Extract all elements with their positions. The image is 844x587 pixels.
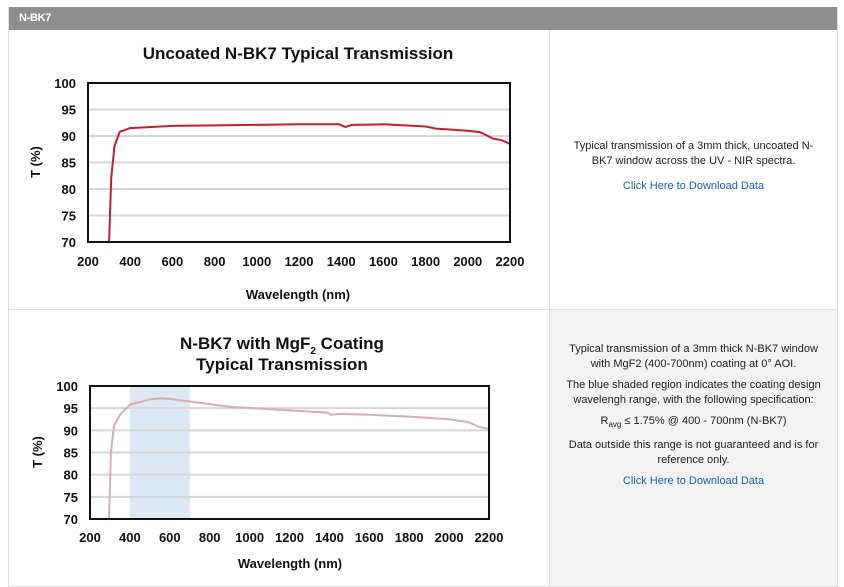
x-tick-label: 1400: [315, 530, 344, 545]
x-tick-label: 1200: [275, 530, 304, 545]
y-tick-label: 75: [64, 490, 78, 505]
x-tick-label: 1000: [242, 254, 271, 269]
x-tick-label: 2000: [453, 254, 482, 269]
plot-frame: [87, 82, 511, 243]
x-tick-label: 1600: [369, 254, 398, 269]
y-tick-label: 95: [62, 103, 76, 118]
x-tick-label: 600: [159, 530, 181, 545]
table-header: N-BK7: [9, 7, 837, 30]
description-text: Typical transmission of a 3mm thick, unc…: [573, 140, 814, 167]
y-tick-label: 100: [56, 379, 78, 394]
y-tick-label: 90: [62, 129, 76, 144]
chart-title: Uncoated N-BK7 Typical Transmission: [143, 44, 453, 63]
x-tick-label: 200: [79, 530, 101, 545]
y-tick-label: 85: [64, 446, 78, 461]
y-tick-label: 75: [62, 209, 76, 224]
x-tick-label: 1800: [411, 254, 440, 269]
x-tick-label: 1000: [235, 530, 264, 545]
x-tick-label: 600: [162, 254, 184, 269]
description-cell-uncoated: Typical transmission of a 3mm thick, unc…: [550, 30, 837, 310]
description-text: Typical transmission of a 3mm thick N-BK…: [569, 343, 818, 370]
y-tick-label: 95: [64, 401, 78, 416]
product-table: N-BK7 Typical transmission of a 3mm thic…: [8, 7, 838, 587]
x-tick-label: 1400: [327, 254, 356, 269]
x-tick-label: 400: [119, 254, 141, 269]
x-tick-label: 2000: [435, 530, 464, 545]
x-tick-label: 200: [77, 254, 99, 269]
x-tick-label: 2200: [475, 530, 504, 545]
x-tick-label: 2200: [496, 254, 525, 269]
description-text: The blue shaded region indicates the coa…: [566, 379, 821, 406]
plot-frame: [89, 385, 490, 520]
x-tick-label: 1200: [285, 254, 314, 269]
chart-uncoated: Uncoated N-BK7 Typical Transmission Wave…: [28, 44, 525, 302]
x-tick-label: 1600: [355, 530, 384, 545]
x-tick-label: 1800: [395, 530, 424, 545]
chart-title: N-BK7 with MgF2 Coating: [180, 334, 384, 357]
description-uncoated: Typical transmission of a 3mm thick, unc…: [550, 139, 837, 200]
spec-text: Ravg ≤ 1.75% @ 400 - 700nm (N-BK7): [600, 415, 787, 430]
y-tick-label: 70: [62, 235, 76, 250]
description-cell-mgf2: Typical transmission of a 3mm thick N-BK…: [550, 310, 837, 587]
x-tick-label: 400: [119, 530, 141, 545]
series-line: [108, 123, 511, 243]
x-tick-label: 800: [204, 254, 226, 269]
y-axis-label: T (%): [30, 436, 45, 468]
y-tick-label: 85: [62, 156, 76, 171]
download-data-link[interactable]: Click Here to Download Data: [622, 475, 765, 488]
y-tick-label: 80: [62, 182, 76, 197]
y-axis-label: T (%): [28, 146, 43, 178]
description-mgf2: Typical transmission of a 3mm thick N-BK…: [550, 342, 837, 495]
y-tick-label: 80: [64, 468, 78, 483]
note-text: Data outside this range is not guarantee…: [568, 439, 819, 467]
download-data-link[interactable]: Click Here to Download Data: [622, 180, 765, 192]
chart-cell-uncoated: [9, 30, 550, 310]
chart-title-line2: Typical Transmission: [196, 355, 368, 374]
y-tick-label: 100: [54, 76, 76, 91]
x-tick-label: 800: [199, 530, 221, 545]
y-tick-label: 70: [64, 512, 78, 527]
x-axis-label: Wavelength (nm): [246, 287, 350, 302]
x-axis-label: Wavelength (nm): [238, 556, 342, 571]
series-line: [108, 397, 490, 520]
y-tick-label: 90: [64, 423, 78, 438]
chart-mgf2: N-BK7 with MgF2 Coating Typical Transmis…: [30, 334, 504, 571]
